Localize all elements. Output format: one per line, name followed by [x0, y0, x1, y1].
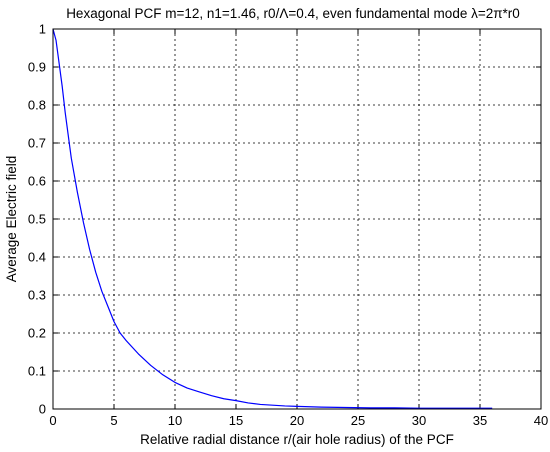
x-tick-label: 20: [290, 413, 304, 428]
y-tick-label: 1: [39, 22, 46, 37]
y-tick-labels: 0 0.1 0.2 0.3 0.4 0.5 0.6 0.7 0.8 0.9 1: [28, 22, 46, 417]
plot-frame: [52, 28, 542, 410]
x-axis-title: Relative radial distance r/(air hole rad…: [140, 432, 454, 447]
x-tick-label: 10: [168, 413, 182, 428]
x-tick-label: 15: [229, 413, 243, 428]
x-tick-label: 25: [351, 413, 365, 428]
x-tick-label: 5: [110, 413, 117, 428]
x-tick-label: 40: [534, 413, 548, 428]
y-tick-label: 0.3: [28, 288, 46, 303]
y-tick-label: 0: [39, 402, 46, 417]
x-tick-labels: 0 5 10 15 20 25 30 35 40: [49, 413, 548, 428]
y-tick-label: 0.8: [28, 98, 46, 113]
grid-lines: [53, 29, 541, 409]
y-tick-label: 0.1: [28, 364, 46, 379]
y-axis-title: Average Electric field: [4, 156, 19, 283]
y-tick-label: 0.6: [28, 174, 46, 189]
series-line-0: [52, 28, 493, 409]
y-tick-label: 0.9: [28, 60, 46, 75]
x-tick-label: 35: [473, 413, 487, 428]
x-tick-label: 0: [49, 413, 56, 428]
y-tick-label: 0.5: [28, 212, 46, 227]
chart-title: Hexagonal PCF m=12, n1=1.46, r0/Λ=0.4, e…: [66, 6, 520, 21]
y-tick-label: 0.7: [28, 136, 46, 151]
y-tick-label: 0.4: [28, 250, 46, 265]
x-tick-label: 30: [412, 413, 426, 428]
series-group: [52, 28, 493, 409]
y-tick-label: 0.2: [28, 326, 46, 341]
